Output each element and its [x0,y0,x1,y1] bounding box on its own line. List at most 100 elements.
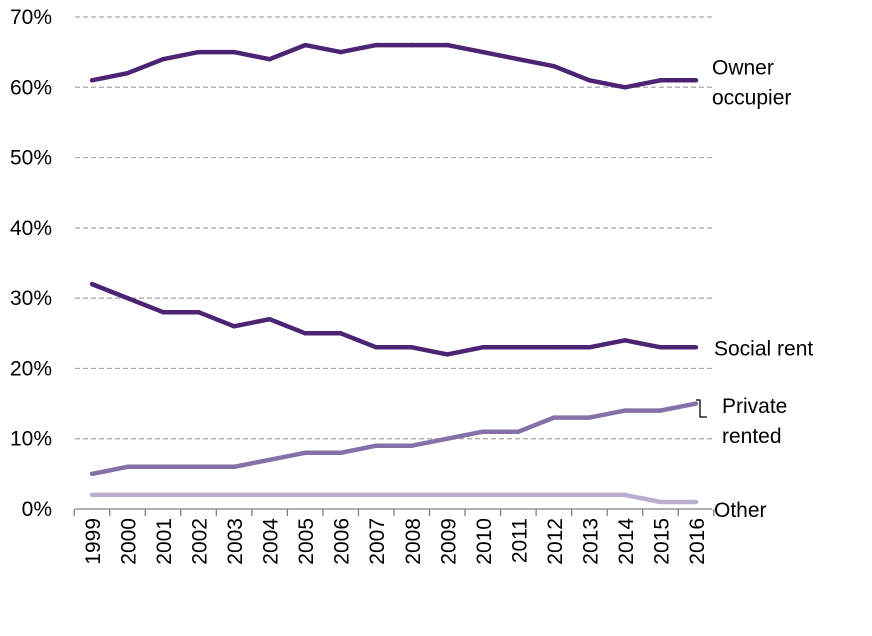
data-point [160,310,166,315]
x-tick-label: 2013 [579,518,602,565]
x-tick-label: 2012 [544,518,567,565]
x-tick-label: 1999 [82,518,105,565]
label-leader-line [696,399,707,418]
series-label-other: Other [714,499,767,522]
series-label-line: Other [714,499,767,522]
x-tick-label: 2015 [650,518,673,565]
data-point [622,408,628,413]
data-point [445,492,450,498]
data-point [267,317,272,322]
x-tick-label: 2001 [153,518,176,565]
data-point [160,56,166,62]
data-point [480,49,486,55]
data-point [516,492,521,498]
data-point [587,78,592,83]
y-tick-label: 30% [10,287,52,310]
x-tick-label: 2011 [508,518,531,563]
data-point [125,71,130,76]
data-point [196,310,201,315]
data-point [480,429,486,434]
data-point [622,85,628,90]
data-point [338,49,343,55]
data-point [374,42,379,48]
data-point [125,295,130,301]
series-label-line: rented [722,425,782,448]
data-point [338,492,343,498]
data-point [231,324,237,329]
series-label-line: Private [722,395,787,418]
data-point [480,345,486,350]
data-point [338,331,343,336]
x-tick-label: 2005 [295,518,318,565]
data-point [658,499,663,505]
y-tick-label: 60% [10,76,52,99]
series-line-other [92,492,696,505]
x-tick-label: 2004 [260,518,283,565]
data-point [693,401,699,406]
data-point [374,492,379,498]
data-point [302,492,308,498]
x-tick-label: 2008 [402,518,425,565]
series-line-owner-occupier [91,42,696,90]
data-point [89,492,95,498]
x-tick-label: 2006 [331,518,354,565]
x-tick-label: 2002 [189,518,212,565]
data-point [302,42,308,48]
data-point [409,492,414,498]
data-point [125,464,130,470]
x-tick-label: 2007 [366,518,389,565]
data-point [445,436,450,441]
data-point [480,492,486,498]
data-point [658,408,663,413]
data-point [89,471,95,477]
data-point [551,415,557,420]
axes: 0% 10% 20% 30% 40% 50% 60% 70% 1999 2000 2001 2002 2… [10,6,715,565]
data-point [622,338,628,343]
data-point [622,492,628,498]
y-tick-label: 50% [10,147,52,170]
data-point [267,457,272,462]
data-point [374,443,379,448]
series-label-owner-occupier: Owner occupier [712,56,791,109]
data-point [551,345,557,350]
data-point [551,63,557,69]
data-point [409,345,414,350]
data-point [516,345,521,350]
data-point [409,443,414,448]
data-point [267,56,272,62]
data-point [445,352,450,357]
data-point [374,345,379,350]
y-tick-label: 20% [10,357,52,380]
data-point [267,492,272,498]
data-point [693,78,699,83]
y-tick-label: 40% [10,217,52,240]
data-point [231,49,237,55]
y-tick-label: 0% [22,498,52,521]
data-point [693,345,699,350]
data-point [587,345,592,350]
series-lines [89,42,699,505]
x-tick-label: 2003 [224,518,247,565]
data-point [551,492,557,498]
x-tick-label: 2010 [473,518,496,565]
x-tick-label: 2000 [118,518,141,565]
data-point [516,429,521,434]
data-point [587,492,592,498]
series-label-social-rent: Social rent [714,337,813,360]
series-label-line: Social rent [714,337,813,360]
data-point [338,450,343,455]
data-point [125,492,130,498]
data-point [658,345,663,350]
data-point [160,492,166,498]
x-tick-label: 2016 [686,518,709,565]
data-point [160,464,166,470]
x-tick-label: 2009 [437,518,460,565]
data-point [196,464,201,470]
data-point [658,78,663,83]
gridlines [75,16,712,440]
series-label-line: occupier [712,86,791,109]
data-point [587,415,592,420]
data-point [445,42,450,48]
data-point [231,464,237,470]
